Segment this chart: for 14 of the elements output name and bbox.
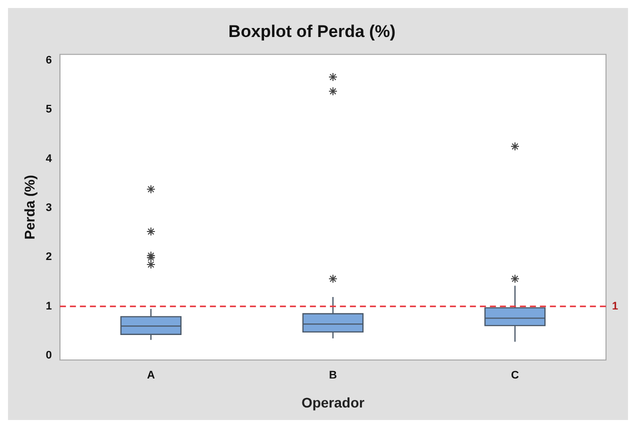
chart-title: Boxplot of Perda (%) bbox=[228, 22, 396, 41]
y-tick-label: 2 bbox=[46, 251, 52, 264]
y-tick-label: 4 bbox=[46, 152, 53, 165]
y-tick-label: 0 bbox=[46, 350, 52, 362]
y-tick-label: 3 bbox=[46, 202, 52, 214]
x-axis-title: Operador bbox=[301, 394, 366, 410]
x-tick-label: A bbox=[146, 370, 155, 382]
y-tick-label: 6 bbox=[46, 54, 52, 66]
y-tick-label: 1 bbox=[46, 300, 52, 312]
ref-line-label: 1 bbox=[612, 300, 618, 312]
x-tick-label: C bbox=[511, 370, 520, 382]
y-axis-title: Perda (%) bbox=[21, 174, 38, 240]
x-tick-label: B bbox=[328, 370, 337, 382]
y-tick-label: 5 bbox=[46, 104, 52, 116]
